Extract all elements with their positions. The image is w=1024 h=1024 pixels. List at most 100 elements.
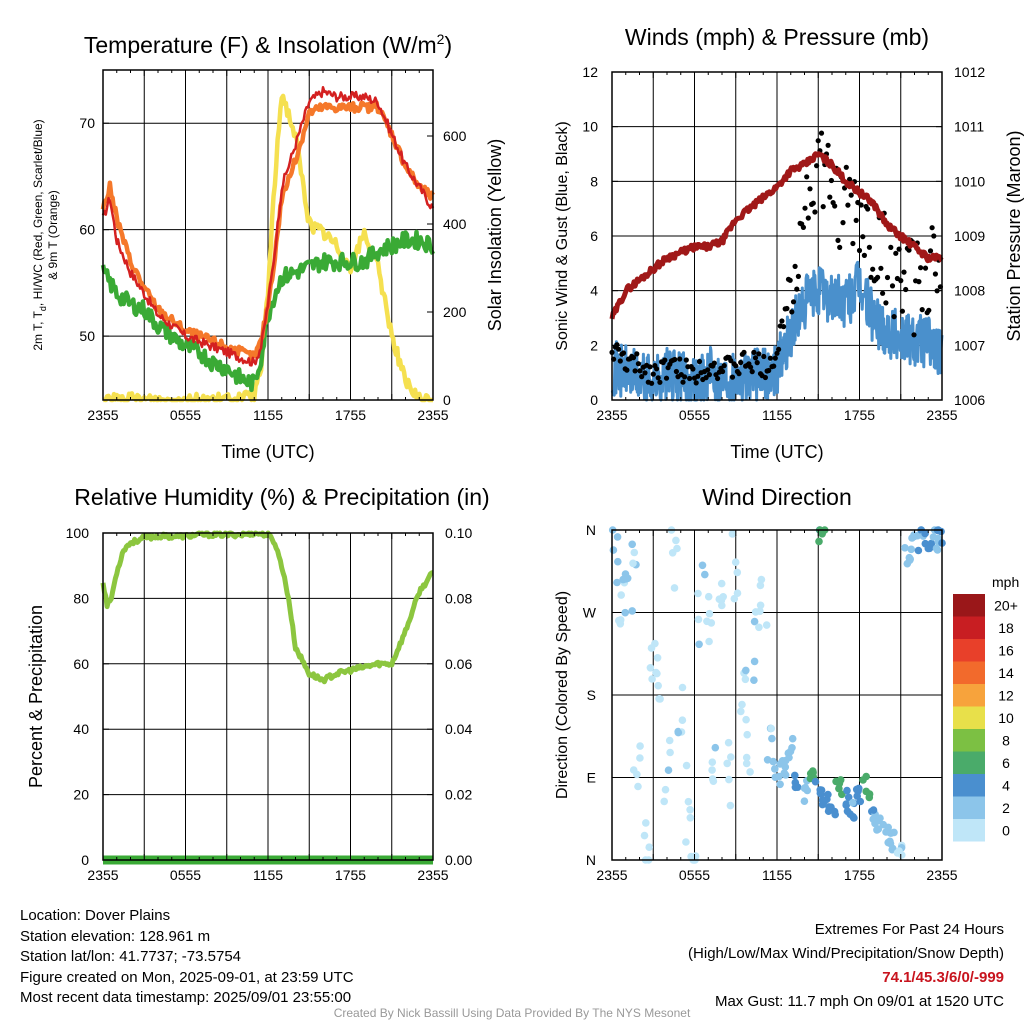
wind-gust-point (771, 363, 777, 369)
wind-gust-point (789, 309, 795, 315)
wdir-point (661, 785, 670, 794)
wdir-ytick-label: S (587, 687, 596, 703)
wdir-point (665, 736, 674, 745)
rh-ytick-label: 100 (66, 525, 90, 541)
wdir-point (718, 601, 726, 610)
wind-gust-point (792, 263, 798, 269)
wdir-point (609, 546, 618, 554)
wdir-point (717, 579, 726, 588)
wdir-point (756, 601, 765, 610)
wind-gust-point (919, 307, 925, 313)
wind-xlabel: Time (UTC) (730, 442, 823, 462)
wdir-point (741, 675, 750, 684)
wdir-point (694, 589, 702, 598)
wind-gust-point (767, 355, 774, 361)
temp-ylabel-line1: 2m T, Td, HI/WC (Red, Green, Scarlet/Blu… (31, 119, 48, 350)
wind-ytick-label: 12 (582, 64, 598, 80)
colorbar-swatch (953, 594, 985, 617)
wdir-point (705, 609, 714, 618)
wind-gust-point (751, 349, 757, 355)
wind-gust-point (635, 361, 642, 367)
wind-gust-point (891, 314, 897, 320)
wdir-point (727, 753, 735, 761)
wind-gust-point (875, 274, 881, 280)
wind-gust-point (922, 265, 929, 271)
wdir-point (929, 533, 938, 541)
recent-timestamp: Most recent data timestamp: 2025/09/01 2… (20, 989, 352, 1006)
rh-ytick-label: 0 (81, 852, 89, 868)
colorbar-label: 2 (1002, 800, 1010, 816)
wind-gust-point (762, 374, 769, 381)
wdir-point (768, 734, 776, 743)
wdir-point (901, 544, 909, 552)
wind-gust-point (911, 332, 917, 338)
rh-y2tick-label: 0.10 (445, 525, 472, 541)
wdir-point (648, 675, 656, 683)
wdir-point (750, 676, 758, 684)
wind-gust-point (637, 368, 643, 374)
wind-gust-point (820, 204, 826, 210)
rh-ytick-label: 40 (73, 721, 89, 737)
rh-xtick-label: 0555 (170, 867, 201, 883)
wdir-point (636, 754, 644, 762)
wdir-point (646, 664, 655, 672)
wdir-xtick-label: 2355 (596, 867, 627, 883)
wdir-point (640, 831, 649, 840)
wdir-point (628, 540, 636, 549)
colorbar-swatch (953, 796, 985, 819)
wind-gust-point (889, 283, 896, 289)
wdir-point (633, 770, 641, 779)
extremes-values: 74.1/45.3/6/0/-999 (882, 969, 1004, 986)
wdir-point (771, 773, 780, 781)
wdir-point (623, 574, 632, 583)
wind-gust-point (781, 324, 787, 330)
wind-gust-point (901, 269, 907, 275)
wdir-point (742, 666, 750, 675)
wdir-point (708, 766, 716, 774)
wdir-point (621, 608, 629, 617)
rh-y2tick-label: 0.08 (445, 590, 472, 606)
wdir-point (651, 639, 659, 648)
rh-y2tick-label: 0.02 (445, 787, 472, 803)
rh-ytick-label: 60 (73, 656, 89, 672)
colorbar-label: 16 (998, 642, 1014, 658)
wind-gust-point (720, 368, 726, 375)
wdir-point (750, 617, 759, 626)
wind-gust-point (620, 350, 627, 356)
figure-created: Figure created on Mon, 2025-09-01, at 23… (20, 968, 354, 986)
wdir-xtick-label: 1155 (762, 867, 792, 883)
wdir-point (686, 814, 695, 822)
colorbar-swatch (953, 751, 985, 774)
colorbar-label: 10 (998, 710, 1014, 726)
wdir-xtick-label: 0555 (679, 867, 710, 883)
wind-y2tick-label: 1009 (954, 228, 985, 244)
wind-gust-point (772, 355, 778, 361)
wdir-point (684, 797, 693, 806)
wdir-point (636, 742, 644, 750)
wind-gust-point (868, 274, 874, 280)
wdir-point (825, 803, 833, 811)
wdir-point (724, 738, 733, 747)
wind-gust-point (630, 355, 637, 361)
wind-title: Winds (mph) & Pressure (mb) (625, 24, 929, 50)
wdir-point (831, 810, 839, 819)
wind-gust-point (752, 355, 759, 361)
wind-gust-point (883, 300, 889, 306)
wdir-point (886, 839, 895, 848)
temp-y2tick-label: 0 (443, 392, 451, 408)
temp-y2label: Solar Insolation (Yellow) (485, 139, 505, 331)
colorbar-swatch (953, 819, 985, 842)
wdir-point (682, 838, 690, 846)
wdir-point (890, 828, 898, 837)
wind-gust-point (903, 286, 909, 293)
wind-gust-point (616, 346, 622, 352)
wind-gust-point (814, 163, 820, 169)
temp-xtick-label: 0555 (170, 407, 201, 423)
wind-gust-point (932, 271, 939, 277)
wind-gust-point (810, 200, 816, 206)
wind-gust-point (934, 288, 940, 294)
wdir-point (725, 775, 733, 784)
wind-series-station-pressure (609, 151, 944, 320)
